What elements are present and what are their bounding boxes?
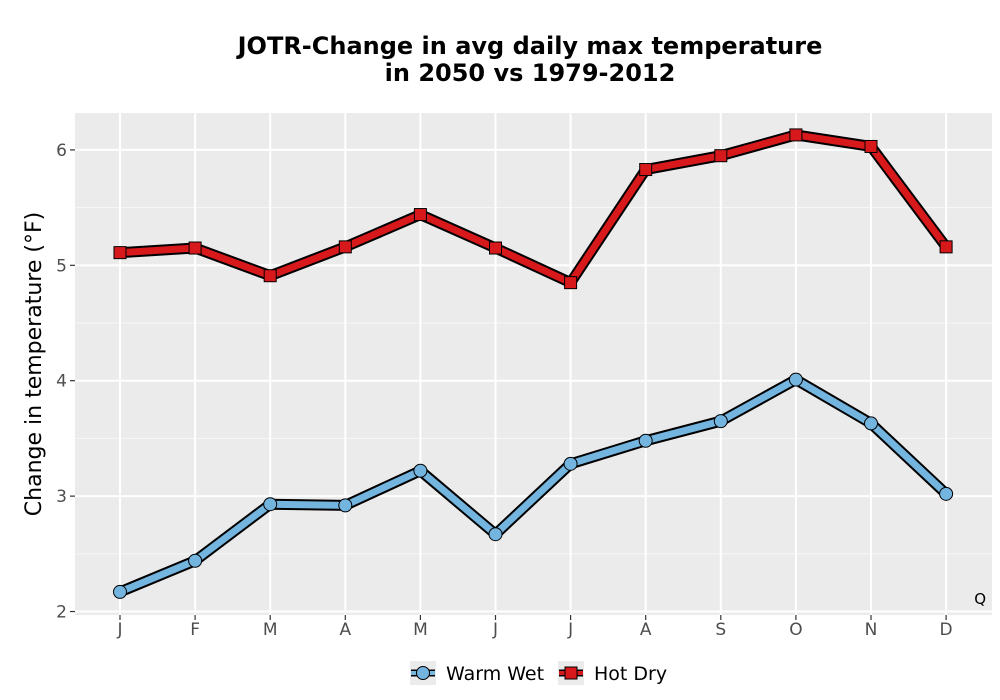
data-point-square bbox=[564, 276, 578, 290]
data-point-circle bbox=[713, 414, 728, 429]
axes: 2 3 4 5 6 J F M A M J J A S O N D bbox=[56, 141, 952, 640]
legend-item-warm-wet: Warm Wet bbox=[410, 661, 544, 685]
corner-label: Q bbox=[974, 590, 986, 608]
chart-title-line1: JOTR-Change in avg daily max temperature bbox=[236, 32, 823, 60]
y-tick-label: 2 bbox=[56, 603, 67, 623]
legend-key-circle bbox=[416, 666, 430, 680]
data-point-circle bbox=[263, 497, 278, 512]
data-point-square bbox=[413, 208, 427, 222]
plot-panel bbox=[75, 113, 992, 615]
x-tick-label: M bbox=[413, 620, 428, 640]
data-point-square bbox=[639, 163, 653, 177]
x-tick-label: N bbox=[865, 620, 878, 640]
x-tick-label: A bbox=[640, 620, 652, 640]
y-tick-label: 6 bbox=[56, 141, 67, 161]
data-point-circle bbox=[563, 456, 578, 471]
series-layer bbox=[113, 128, 954, 599]
data-point-square bbox=[489, 241, 502, 255]
data-point-circle bbox=[788, 372, 803, 387]
x-tick-label: D bbox=[940, 620, 953, 640]
data-point-circle bbox=[188, 553, 203, 568]
legend-label: Hot Dry bbox=[594, 663, 667, 685]
data-point-square bbox=[263, 269, 277, 283]
data-point-square bbox=[939, 240, 953, 254]
data-point-square bbox=[188, 241, 202, 255]
y-tick-label: 3 bbox=[56, 487, 67, 507]
data-point-square bbox=[714, 149, 728, 163]
y-axis-label: Change in temperature (°F) bbox=[22, 212, 47, 516]
y-tick-label: 4 bbox=[56, 372, 67, 392]
y-tick-label: 5 bbox=[56, 256, 67, 276]
x-tick-label: J bbox=[567, 620, 573, 640]
data-point-square bbox=[864, 139, 878, 153]
series-line bbox=[116, 131, 950, 287]
data-point-square bbox=[338, 240, 352, 254]
data-point-circle bbox=[638, 433, 653, 448]
data-point-circle bbox=[113, 584, 127, 599]
data-point-circle bbox=[488, 527, 503, 542]
data-point-circle bbox=[413, 463, 428, 478]
x-tick-label: O bbox=[789, 620, 802, 640]
x-tick-label: F bbox=[190, 620, 200, 640]
series-warm-wet bbox=[113, 372, 954, 599]
chart-title-line2: in 2050 vs 1979-2012 bbox=[385, 59, 676, 87]
x-tick-label: M bbox=[263, 620, 278, 640]
series-line bbox=[116, 376, 950, 596]
data-point-circle bbox=[338, 498, 353, 513]
data-point-circle bbox=[864, 416, 878, 431]
legend-key-square bbox=[564, 666, 578, 680]
legend: Warm Wet Hot Dry bbox=[410, 661, 667, 685]
data-point-square bbox=[789, 128, 803, 142]
x-tick-label: A bbox=[339, 620, 351, 640]
x-tick-label: S bbox=[715, 620, 726, 640]
x-tick-label: J bbox=[492, 620, 498, 640]
x-tick-label: J bbox=[116, 620, 122, 640]
data-point-circle bbox=[939, 486, 954, 501]
data-point-square bbox=[113, 246, 127, 260]
series-hot-dry bbox=[113, 128, 953, 290]
legend-label: Warm Wet bbox=[446, 663, 544, 685]
legend-item-hot-dry: Hot Dry bbox=[558, 661, 667, 685]
